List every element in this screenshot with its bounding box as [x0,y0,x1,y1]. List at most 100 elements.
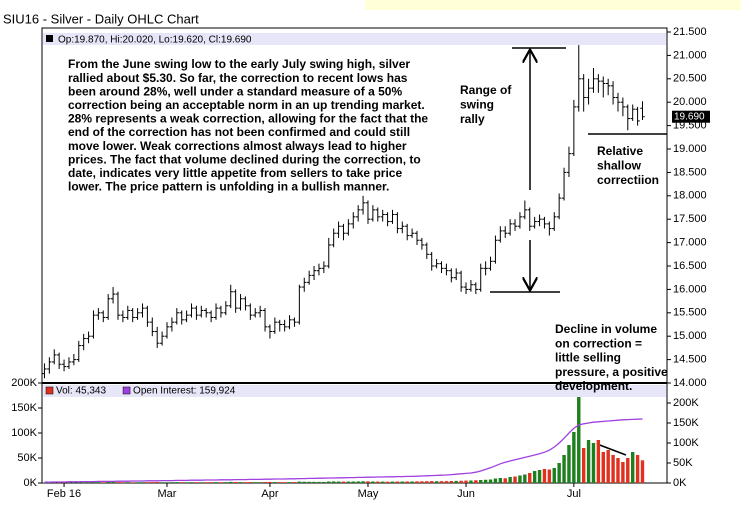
annotation-text: rally [460,112,485,126]
volume-bar [586,440,591,483]
volume-bar [630,452,635,483]
y-tick-label: 14.500 [673,354,707,366]
volume-bar [42,482,47,483]
volume-bar [96,482,101,483]
volume-bar [640,460,645,483]
volume-bar [479,480,483,483]
annotation-text: correctiion [597,173,659,187]
volume-bar [253,482,257,483]
plot-frame [41,27,668,484]
legend-swatch [45,386,54,395]
last-price-label: 19.690 [674,111,705,122]
volume-bar [86,482,91,483]
chart-title: SIU16 - Silver - Daily OHLC Chart [3,11,199,26]
legend-band [43,33,666,45]
volume-bar [130,482,135,483]
volume-bar [312,481,316,483]
annotation-text: been around 28%, well under a standard m… [68,84,402,98]
annotation-text: Range of [460,83,512,97]
volume-bar [62,482,66,483]
volume-bar [380,481,385,483]
volume-bar [454,480,458,483]
volume-bar [57,482,61,483]
volume-bar [135,482,140,483]
volume-bar [621,462,625,483]
y-tick-label: 150K [11,402,37,414]
volume-bar [268,481,272,483]
volume-bar [101,482,105,483]
volume-bar [229,481,233,483]
volume-bar [606,450,610,483]
volume-bar [180,482,184,483]
legend-swatch [46,35,53,42]
y-tick-label: 16.000 [673,283,707,295]
volume-bar [292,482,297,483]
volume-bar [322,481,326,483]
volume-bar [518,475,522,483]
last-price-tag [672,110,710,123]
volume-bar [331,481,336,483]
volume-bar [371,481,375,483]
annotation-text: date, indicates very little appetite fro… [68,166,402,180]
volume-bar [184,482,189,483]
price-legend: Op:19.870, Hi:20.020, Lo:19.620, Cl:19.6… [58,35,252,46]
volume-bar [626,458,630,483]
annotation-text: move lower. Weak corrections almost alwa… [68,139,407,153]
y-tick-label: 15.000 [673,330,707,342]
volume-bar [439,481,444,483]
volume-bar [106,481,110,483]
annotation-text: lower. The price pattern is unfolding in… [68,180,389,194]
legend-label: Open Interest: 159,924 [133,386,236,397]
volume-bar [469,480,473,483]
volume-bar [307,481,311,483]
annotations [490,47,667,456]
volume-bar [376,481,380,483]
volume-bar [508,477,512,483]
volume-bar [572,432,576,483]
volume-bar [449,481,454,483]
volume-bar [72,482,76,483]
y-tick-label: 20.000 [673,96,707,108]
volume-bar [121,482,125,483]
annotation-text: Relative [597,144,643,158]
volume-bar [150,482,154,483]
volume-bar [116,482,120,483]
y-tick-label: 18.500 [673,166,707,178]
volume-bar [528,473,532,483]
volume-bar [336,481,341,483]
x-tick-label: Mar [158,488,177,500]
y-tick-label: 17.000 [673,237,707,249]
volume-bar [175,482,179,483]
y-tick-label: 0K [24,477,38,489]
annotation-text: little selling [555,351,621,365]
volume-bar [385,481,390,483]
volume-bar [160,482,164,483]
volume-bar [434,481,439,483]
annotation-text: 28% represents a weak correction, allowi… [68,112,428,126]
legend-swatch [122,386,131,395]
volume-bar [400,481,404,483]
volume-bar [523,474,527,483]
x-tick-label: Apr [261,488,278,500]
volume-bar [361,481,365,483]
volume-bar [542,469,547,483]
volume-bar [591,443,596,483]
x-tick-label: Feb 16 [47,488,81,500]
volume-bar [488,479,493,483]
volume-bar [258,482,262,483]
y-tick-label: 200K [11,377,37,389]
y2-tick-label: 200K [673,397,699,409]
y-tick-label: 50K [17,452,37,464]
volume-bar [611,455,615,483]
annotation-text: Decline in volume [555,322,657,336]
volume-bar [444,481,449,483]
annotation-text: end of the correction has not been confi… [68,125,410,139]
volume-bar [493,478,498,483]
volume-bar [464,480,468,483]
volume-bar [341,481,346,483]
volume-bar [601,452,605,483]
y-tick-label: 18.000 [673,190,707,202]
volume-bar [199,482,204,483]
volume-bar [287,482,292,483]
